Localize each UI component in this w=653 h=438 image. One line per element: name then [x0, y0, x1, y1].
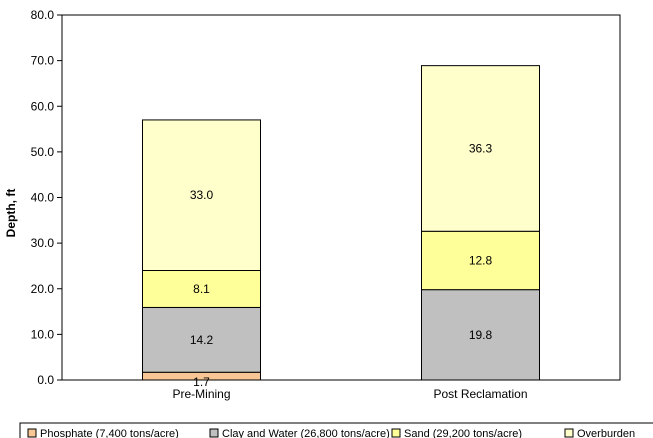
y-axis-title: Depth, ft	[4, 189, 18, 238]
bars: 1.7 14.2 8.1 33.0 19.8 12.8 36.3	[142, 65, 540, 389]
x-category-label: Pre-Mining	[172, 387, 230, 401]
y-tick-label: 40.0	[31, 191, 55, 205]
legend-label: Sand (29,200 tons/acre)	[404, 428, 522, 438]
data-label: 1.7	[193, 375, 210, 389]
y-tick-label: 50.0	[31, 145, 55, 159]
bar-segment	[142, 270, 261, 308]
data-label: 8.1	[193, 282, 210, 296]
y-axis: 0.0 10.0 20.0 30.0 40.0 50.0 60.0 70.0 80.0	[31, 8, 62, 387]
bar-segment	[421, 230, 540, 291]
y-tick-label: 10.0	[31, 327, 55, 341]
y-tick-label: 80.0	[31, 8, 55, 22]
bar-segment	[142, 306, 261, 373]
y-tick-label: 30.0	[31, 236, 55, 250]
bar-segment	[421, 289, 540, 381]
y-tick-label: 70.0	[31, 54, 55, 68]
data-label: 36.3	[469, 141, 493, 155]
y-tick-label: 0.0	[37, 373, 54, 387]
data-label: 12.8	[469, 253, 493, 267]
legend-box	[19, 422, 653, 438]
legend-label: Phosphate (7,400 tons/acre)	[40, 428, 179, 438]
legend-swatch	[391, 428, 401, 438]
bar-segment	[421, 65, 540, 232]
y-tick-label: 20.0	[31, 282, 55, 296]
data-label: 19.8	[469, 328, 493, 342]
legend: Phosphate (7,400 tons/acre) Clay and Wate…	[19, 422, 653, 438]
legend-swatch	[27, 428, 37, 438]
y-tick-label: 60.0	[31, 99, 55, 113]
x-axis: Pre-Mining Post Reclamation	[172, 387, 527, 401]
legend-swatch	[564, 428, 574, 438]
bar-segment	[142, 119, 261, 271]
legend-swatch	[209, 428, 219, 438]
legend-label: Overburden	[577, 428, 635, 438]
data-label: 33.0	[190, 188, 214, 202]
x-category-label: Post Reclamation	[433, 387, 527, 401]
data-label: 14.2	[190, 333, 214, 347]
legend-label: Clay and Water (26,800 tons/acre)	[222, 428, 390, 438]
